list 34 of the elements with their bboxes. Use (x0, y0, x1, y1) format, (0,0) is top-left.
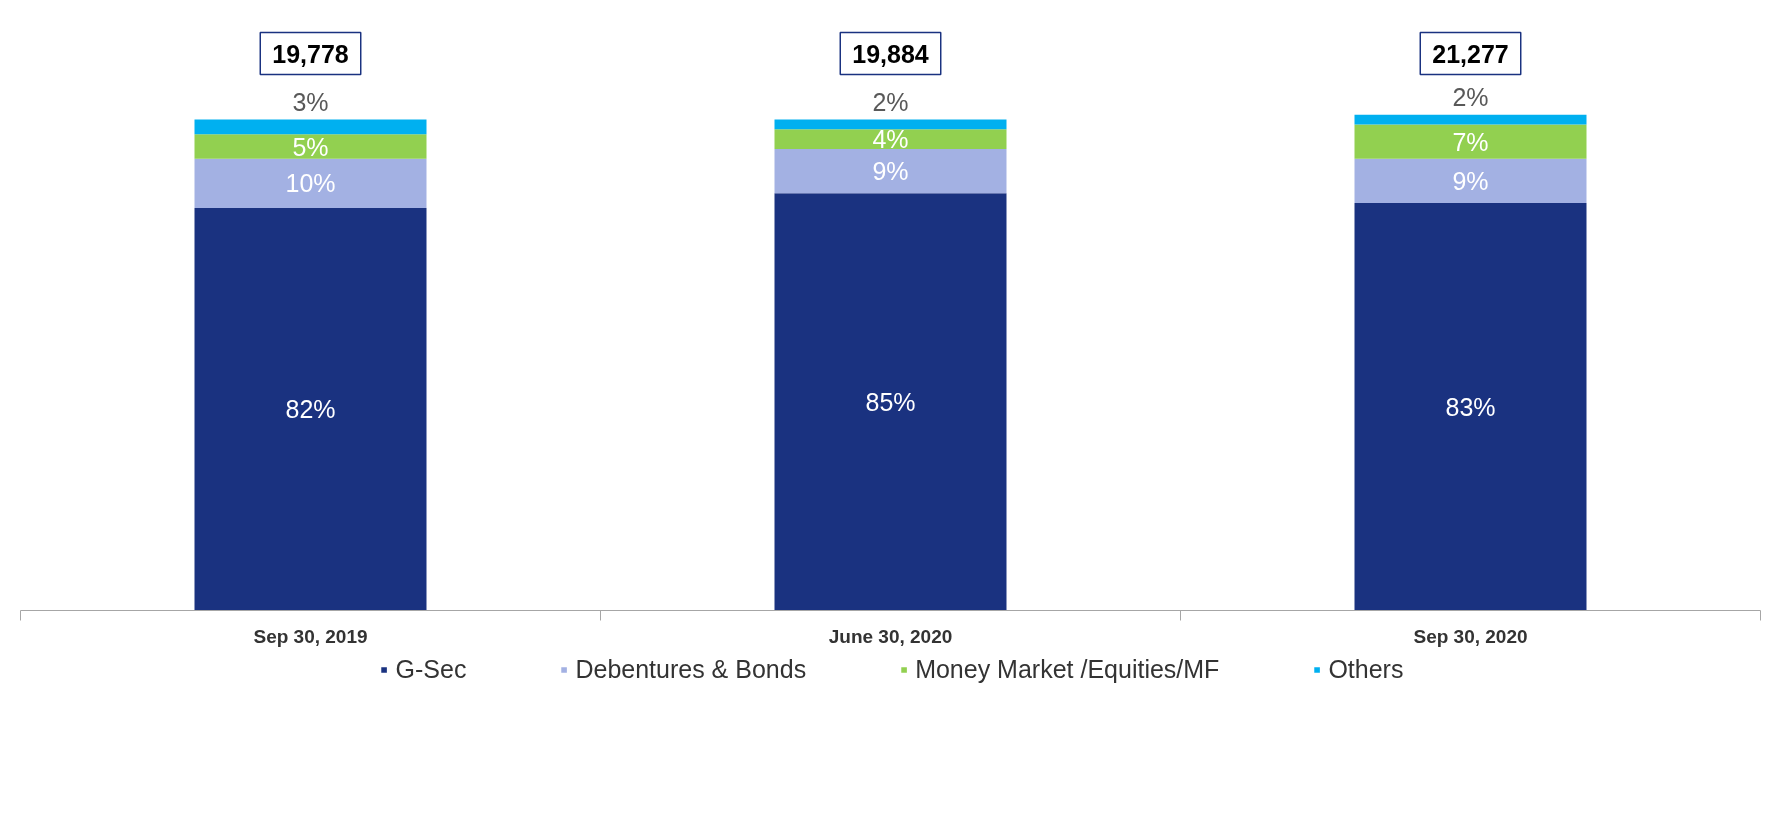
text: 19,778 (272, 39, 349, 68)
bar (1354, 203, 1587, 611)
data-label: 4% (872, 125, 909, 154)
bar (194, 119, 427, 135)
data-label: 2% (872, 87, 909, 116)
text: 21,277 (1432, 39, 1509, 68)
x-tick-label: Sep 30, 2019 (253, 625, 368, 647)
data-label: 7% (1452, 127, 1489, 156)
bar (774, 193, 1007, 611)
data-label: 9% (872, 157, 909, 186)
x-tick-label: Sep 30, 2020 (1413, 625, 1528, 647)
x-tick-label: June 30, 2020 (828, 625, 953, 647)
bar (194, 158, 427, 208)
legend-label: Debentures & Bonds (575, 654, 807, 684)
data-label: 2% (1452, 82, 1489, 111)
bar (1354, 124, 1587, 159)
data-label: 3% (292, 87, 329, 116)
bar (194, 207, 427, 611)
data-label: 82% (285, 395, 336, 424)
data-label: 9% (1452, 166, 1489, 195)
bar (774, 149, 1007, 194)
data-label: 5% (292, 132, 329, 161)
bar (1354, 114, 1587, 125)
text: 19,884 (852, 39, 929, 68)
legend-label: Others (1328, 654, 1404, 684)
bar (1354, 158, 1587, 203)
data-label: 83% (1445, 392, 1496, 421)
bar (774, 129, 1007, 149)
data-label: 10% (285, 169, 336, 198)
bar (774, 119, 1007, 130)
legend-label: Money Market /Equities/MF (915, 654, 1220, 684)
bar (194, 134, 427, 159)
legend-label: G-Sec (395, 654, 467, 684)
data-label: 85% (865, 387, 916, 416)
